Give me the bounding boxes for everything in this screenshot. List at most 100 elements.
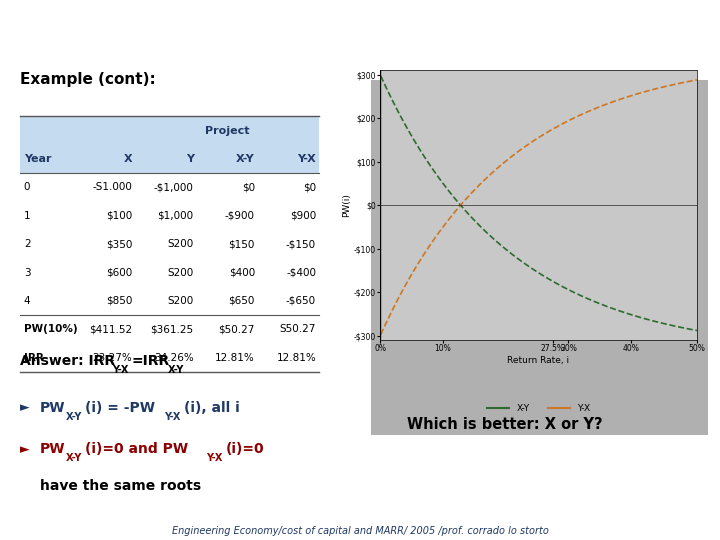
- Text: S200: S200: [168, 239, 194, 249]
- Text: =IRR: =IRR: [132, 354, 170, 368]
- Text: $600: $600: [107, 268, 132, 278]
- FancyBboxPatch shape: [135, 230, 197, 258]
- Text: $0: $0: [303, 183, 316, 192]
- FancyBboxPatch shape: [135, 116, 319, 145]
- Text: PW(10%): PW(10%): [24, 325, 77, 334]
- Text: ►: ►: [20, 401, 30, 414]
- FancyBboxPatch shape: [258, 287, 319, 315]
- FancyBboxPatch shape: [74, 315, 135, 343]
- Text: IRR Comparisons of Mutually Exclusive Investments – SI: IRR Comparisons of Mutually Exclusive In…: [9, 16, 599, 35]
- Text: -S1.000: -S1.000: [93, 183, 132, 192]
- FancyBboxPatch shape: [20, 116, 74, 145]
- Text: have the same roots: have the same roots: [40, 479, 201, 493]
- Text: 23.27%: 23.27%: [93, 353, 132, 363]
- FancyBboxPatch shape: [258, 201, 319, 230]
- Text: $400: $400: [229, 268, 255, 278]
- Y-axis label: PW(i): PW(i): [342, 193, 351, 217]
- Text: PW: PW: [40, 442, 65, 456]
- FancyBboxPatch shape: [74, 287, 135, 315]
- Text: (i), all i: (i), all i: [184, 401, 239, 415]
- Text: $0: $0: [242, 183, 255, 192]
- FancyBboxPatch shape: [20, 201, 74, 230]
- FancyBboxPatch shape: [197, 258, 258, 287]
- FancyBboxPatch shape: [135, 287, 197, 315]
- Text: Which is better: X or Y?: Which is better: X or Y?: [407, 417, 603, 433]
- Text: X: X: [124, 154, 132, 164]
- Text: $50.27: $50.27: [218, 325, 255, 334]
- Text: -$400: -$400: [286, 268, 316, 278]
- FancyBboxPatch shape: [258, 173, 319, 201]
- FancyBboxPatch shape: [74, 116, 135, 145]
- Text: Answer: IRR: Answer: IRR: [20, 354, 115, 368]
- FancyBboxPatch shape: [258, 258, 319, 287]
- Text: Project: Project: [205, 125, 249, 136]
- FancyBboxPatch shape: [74, 258, 135, 287]
- Text: $361.25: $361.25: [150, 325, 194, 334]
- FancyBboxPatch shape: [197, 315, 258, 343]
- Text: (i)=0: (i)=0: [225, 442, 264, 456]
- FancyBboxPatch shape: [74, 343, 135, 372]
- Text: 2: 2: [24, 239, 30, 249]
- FancyBboxPatch shape: [371, 79, 708, 435]
- X-axis label: Return Rate, i: Return Rate, i: [508, 356, 570, 365]
- Text: Y-X: Y-X: [297, 154, 316, 164]
- FancyBboxPatch shape: [20, 230, 74, 258]
- Text: $100: $100: [107, 211, 132, 221]
- Text: Y-X: Y-X: [164, 411, 181, 422]
- Text: $411.52: $411.52: [89, 325, 132, 334]
- Text: S200: S200: [168, 296, 194, 306]
- Text: $150: $150: [228, 239, 255, 249]
- FancyBboxPatch shape: [20, 315, 74, 343]
- Legend: X-Y, Y-X: X-Y, Y-X: [483, 401, 594, 417]
- Text: PW: PW: [40, 401, 65, 415]
- FancyBboxPatch shape: [135, 343, 197, 372]
- Text: X-Y: X-Y: [236, 154, 255, 164]
- Text: IRR: IRR: [24, 353, 44, 363]
- FancyBboxPatch shape: [197, 201, 258, 230]
- FancyBboxPatch shape: [197, 343, 258, 372]
- FancyBboxPatch shape: [20, 145, 319, 173]
- FancyBboxPatch shape: [135, 201, 197, 230]
- Text: $350: $350: [106, 239, 132, 249]
- Text: -$900: -$900: [225, 211, 255, 221]
- Text: Engineering Economy/cost of capital and MARR/ 2005 /prof. corrado lo storto: Engineering Economy/cost of capital and …: [171, 526, 549, 536]
- Text: Example (cont):: Example (cont):: [20, 72, 156, 87]
- FancyBboxPatch shape: [197, 173, 258, 201]
- FancyBboxPatch shape: [135, 258, 197, 287]
- Text: 1: 1: [24, 211, 30, 221]
- Text: (i)=0 and PW: (i)=0 and PW: [85, 442, 188, 456]
- FancyBboxPatch shape: [258, 343, 319, 372]
- FancyBboxPatch shape: [135, 173, 197, 201]
- Text: X-Y: X-Y: [66, 411, 83, 422]
- Text: $650: $650: [228, 296, 255, 306]
- FancyBboxPatch shape: [74, 201, 135, 230]
- FancyBboxPatch shape: [20, 287, 74, 315]
- Text: -$150: -$150: [286, 239, 316, 249]
- Text: 4: 4: [24, 296, 30, 306]
- Text: $1,000: $1,000: [158, 211, 194, 221]
- FancyBboxPatch shape: [20, 173, 74, 201]
- Text: S200: S200: [168, 268, 194, 278]
- Text: 3: 3: [24, 268, 30, 278]
- FancyBboxPatch shape: [258, 315, 319, 343]
- FancyBboxPatch shape: [74, 173, 135, 201]
- Text: 12.81%: 12.81%: [215, 353, 255, 363]
- Text: -$1,000: -$1,000: [154, 183, 194, 192]
- FancyBboxPatch shape: [20, 343, 74, 372]
- Text: S50.27: S50.27: [279, 325, 316, 334]
- Text: 12.81%: 12.81%: [276, 353, 316, 363]
- Text: -$650: -$650: [286, 296, 316, 306]
- Text: (i) = -PW: (i) = -PW: [85, 401, 155, 415]
- Text: Y-X: Y-X: [112, 365, 128, 375]
- Text: X-Y: X-Y: [168, 365, 184, 375]
- FancyBboxPatch shape: [258, 230, 319, 258]
- Text: ►: ►: [20, 443, 30, 456]
- Text: Y-X: Y-X: [206, 453, 222, 463]
- FancyBboxPatch shape: [20, 258, 74, 287]
- Text: X-Y: X-Y: [66, 453, 83, 463]
- FancyBboxPatch shape: [74, 230, 135, 258]
- Text: 34.26%: 34.26%: [154, 353, 194, 363]
- Text: $850: $850: [106, 296, 132, 306]
- FancyBboxPatch shape: [197, 287, 258, 315]
- Text: 0: 0: [24, 183, 30, 192]
